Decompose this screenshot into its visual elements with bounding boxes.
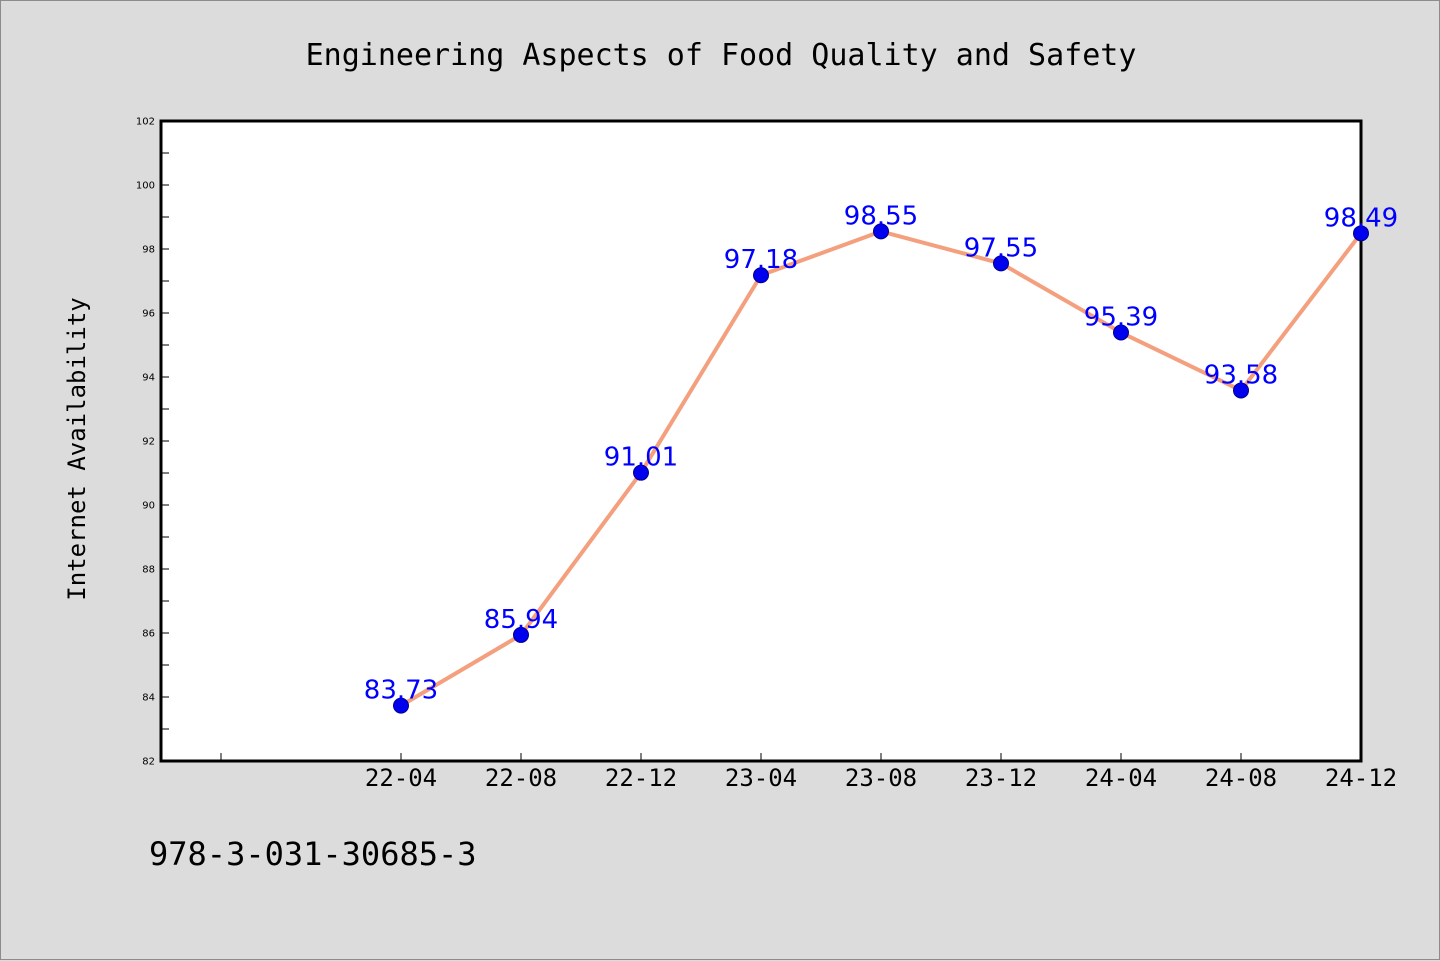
y-tick-label: 92 <box>142 437 155 448</box>
y-tick-label: 102 <box>136 117 155 128</box>
plot-area <box>159 119 1363 763</box>
chart-title: Engineering Aspects of Food Quality and … <box>306 38 1137 73</box>
data-label: 83.73 <box>364 676 438 706</box>
x-axis-ticks: 22-04 22-08 22-12 23-04 23-08 23-12 24-04 24-08… <box>220 753 1397 792</box>
y-tick-label: 88 <box>142 565 155 576</box>
x-tick-label: 23-08 <box>845 764 917 792</box>
data-point <box>1113 324 1129 341</box>
footer-isbn: 978-3-031-30685-3 <box>149 835 477 873</box>
y-tick-label: 82 <box>142 757 155 768</box>
x-tick-label: 24-04 <box>1085 764 1157 792</box>
y-axis-label: Internet Availability <box>63 297 91 600</box>
x-tick-label: 23-04 <box>725 764 797 792</box>
x-tick-label: 22-12 <box>605 764 677 792</box>
y-axis-ticks: 82 84 86 88 90 92 94 96 98 100 102 <box>136 117 169 768</box>
y-tick-label: 98 <box>142 245 155 256</box>
data-point <box>513 626 529 643</box>
data-point <box>873 223 889 240</box>
data-label: 95.39 <box>1084 303 1158 333</box>
data-label: 85.94 <box>484 605 558 635</box>
x-tick-label: 22-08 <box>485 764 557 792</box>
data-point <box>1233 382 1249 399</box>
y-tick-label: 96 <box>142 309 155 320</box>
data-point <box>393 697 409 714</box>
data-point <box>633 464 649 481</box>
data-label: 98.49 <box>1324 203 1398 233</box>
data-label: 97.18 <box>724 245 798 275</box>
y-tick-label: 94 <box>142 373 155 384</box>
data-point <box>753 267 769 284</box>
x-tick-label: 24-08 <box>1205 764 1277 792</box>
data-label: 93.58 <box>1204 360 1278 390</box>
y-tick-label: 84 <box>142 693 155 704</box>
y-tick-label: 86 <box>142 629 155 640</box>
data-label: 91.01 <box>604 443 678 473</box>
y-tick-label: 90 <box>142 501 155 512</box>
x-tick-label: 24-12 <box>1325 764 1397 792</box>
series-group: 83.73 85.94 91.01 97.18 98.55 97.55 95.39 93.58… <box>364 201 1398 714</box>
data-point <box>993 255 1009 272</box>
data-label: 98.55 <box>844 201 918 231</box>
y-tick-label: 100 <box>136 181 155 192</box>
x-tick-label: 23-12 <box>965 764 1037 792</box>
data-label: 97.55 <box>964 233 1038 263</box>
x-tick-label: 22-04 <box>365 764 437 792</box>
data-point <box>1353 225 1369 242</box>
